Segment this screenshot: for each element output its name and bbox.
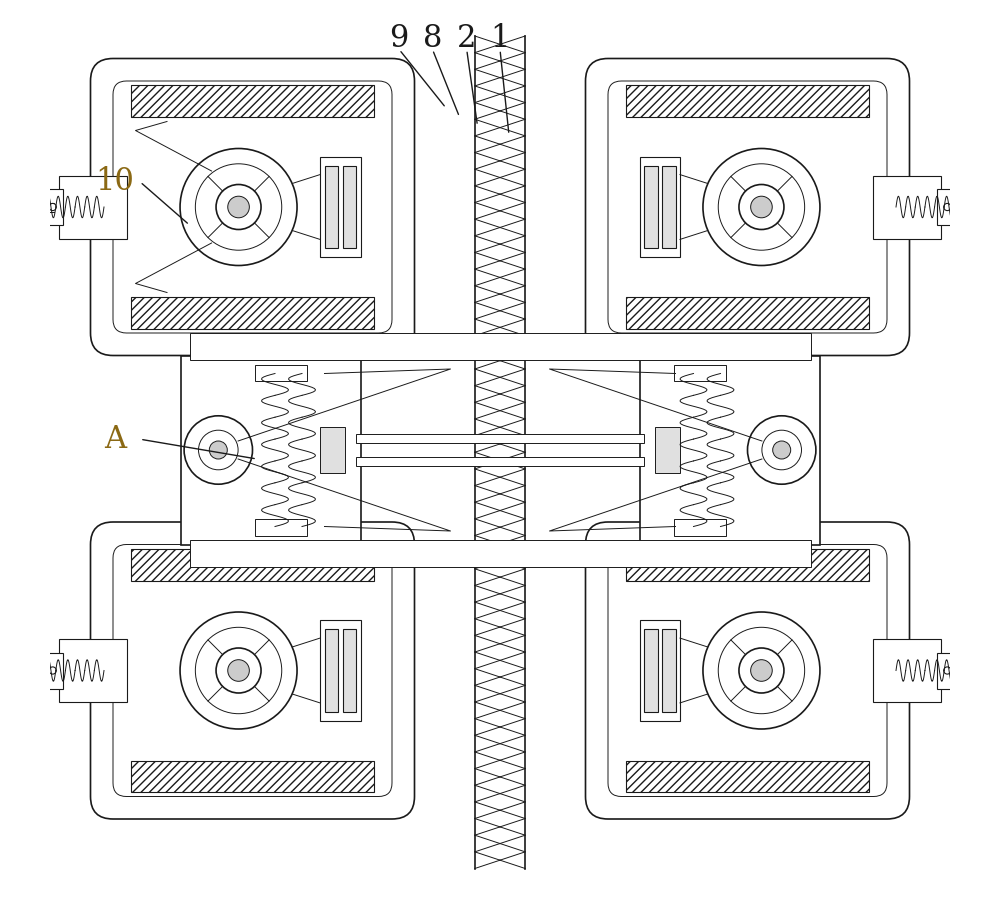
Bar: [27, 652, 63, 688]
Circle shape: [739, 648, 784, 693]
Circle shape: [762, 430, 801, 470]
Circle shape: [180, 612, 297, 729]
Circle shape: [49, 203, 56, 211]
FancyBboxPatch shape: [113, 544, 392, 796]
Bar: [626, 549, 869, 580]
Bar: [626, 297, 869, 328]
Bar: [662, 166, 676, 248]
Bar: [674, 364, 726, 381]
Circle shape: [944, 667, 951, 674]
FancyBboxPatch shape: [608, 544, 887, 796]
Circle shape: [751, 660, 772, 681]
Circle shape: [228, 196, 249, 218]
Text: 8: 8: [423, 23, 442, 54]
Circle shape: [209, 441, 227, 459]
Circle shape: [739, 184, 784, 230]
Bar: [644, 166, 658, 248]
FancyBboxPatch shape: [90, 58, 415, 356]
FancyBboxPatch shape: [586, 58, 910, 356]
FancyBboxPatch shape: [113, 81, 392, 333]
Circle shape: [180, 148, 297, 266]
Text: 10: 10: [95, 166, 134, 197]
Bar: [27, 189, 63, 225]
Bar: [874, 176, 941, 238]
Bar: [936, 189, 972, 225]
Bar: [324, 629, 338, 712]
Text: 9: 9: [390, 23, 409, 54]
Circle shape: [198, 430, 238, 470]
Bar: [626, 86, 869, 117]
Bar: [131, 549, 374, 580]
Bar: [255, 364, 307, 381]
Bar: [936, 652, 972, 688]
Bar: [655, 428, 680, 473]
Text: A: A: [104, 424, 126, 454]
Circle shape: [944, 203, 951, 211]
FancyBboxPatch shape: [586, 522, 910, 819]
Bar: [180, 356, 360, 544]
FancyBboxPatch shape: [608, 81, 887, 333]
Bar: [356, 457, 644, 466]
Bar: [342, 629, 356, 712]
Circle shape: [195, 164, 282, 250]
Bar: [59, 176, 126, 238]
Bar: [674, 519, 726, 536]
Circle shape: [216, 648, 261, 693]
Text: 1: 1: [490, 23, 510, 54]
Bar: [342, 166, 356, 248]
Bar: [131, 297, 374, 328]
Bar: [131, 760, 374, 792]
Circle shape: [195, 627, 282, 714]
Bar: [190, 333, 810, 360]
Bar: [640, 620, 680, 721]
Circle shape: [703, 612, 820, 729]
Circle shape: [703, 148, 820, 266]
FancyBboxPatch shape: [90, 522, 415, 819]
Bar: [255, 519, 307, 536]
Circle shape: [49, 667, 56, 674]
Bar: [644, 629, 658, 712]
Circle shape: [184, 416, 252, 484]
Bar: [59, 639, 126, 702]
Circle shape: [718, 164, 805, 250]
Bar: [320, 428, 345, 473]
Text: 2: 2: [457, 23, 476, 54]
Bar: [324, 166, 338, 248]
Bar: [640, 356, 820, 544]
Bar: [874, 639, 941, 702]
Bar: [626, 760, 869, 792]
Bar: [131, 86, 374, 117]
Circle shape: [751, 196, 772, 218]
Circle shape: [718, 627, 805, 714]
Circle shape: [747, 416, 816, 484]
Circle shape: [773, 441, 791, 459]
Circle shape: [228, 660, 249, 681]
Bar: [640, 157, 680, 257]
Bar: [320, 157, 360, 257]
Bar: [662, 629, 676, 712]
Circle shape: [216, 184, 261, 230]
Bar: [320, 620, 360, 721]
Bar: [356, 434, 644, 443]
Bar: [190, 540, 810, 567]
